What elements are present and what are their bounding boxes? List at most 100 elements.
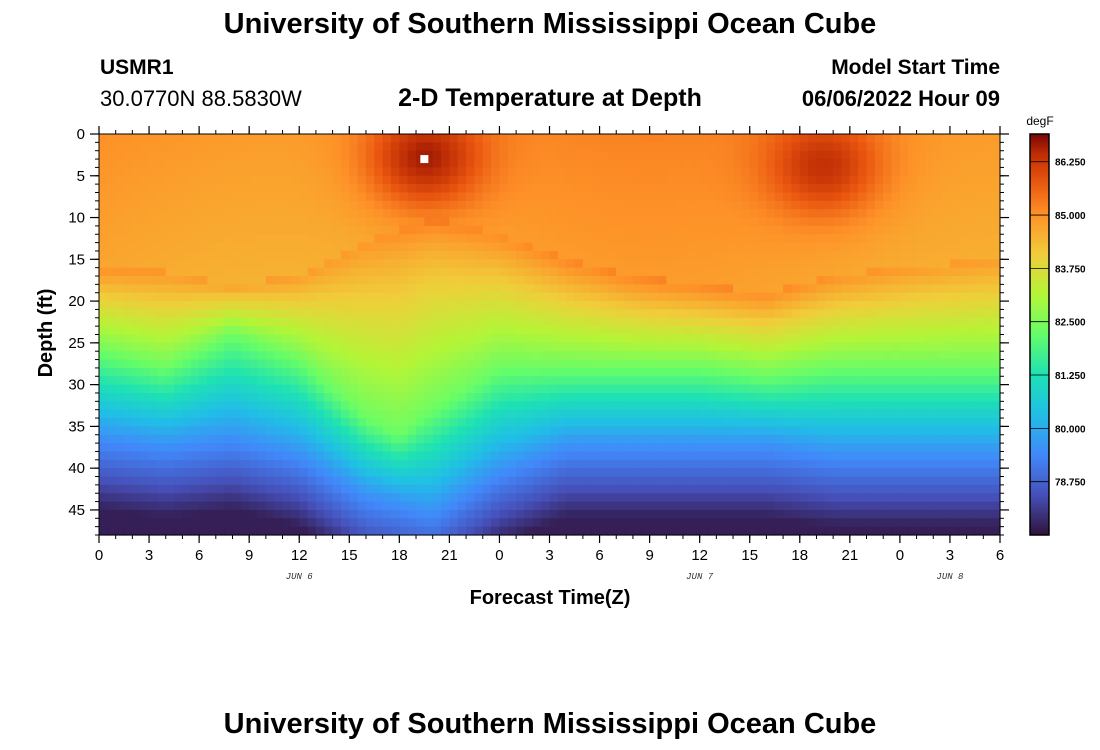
heatmap-cell [207,509,217,519]
heatmap-cell [599,426,609,436]
heatmap-cell [849,376,859,386]
heatmap-cell [324,167,334,177]
heatmap-cell [607,309,617,319]
heatmap-cell [157,209,167,219]
heatmap-cell [449,259,459,269]
heatmap-cell [899,167,909,177]
heatmap-cell [407,167,417,177]
heatmap-cell [749,367,759,377]
heatmap-cell [641,326,651,336]
heatmap-cell [165,284,175,294]
heatmap-cell [516,384,526,394]
heatmap-cell [666,242,676,252]
heatmap-cell [733,484,742,494]
heatmap-cell [282,301,292,311]
heatmap-cell [491,351,501,361]
heatmap-cell [699,142,709,152]
heatmap-cell [733,459,742,469]
heatmap-cell [207,409,217,419]
heatmap-cell [399,384,409,394]
heatmap-cell [808,326,818,336]
heatmap-cell [791,134,801,143]
heatmap-cell [891,242,901,252]
heatmap-cell [549,134,559,143]
heatmap-cell [774,175,784,185]
heatmap-cell [165,501,175,511]
heatmap-cell [499,317,509,327]
heatmap-cell [466,509,476,519]
heatmap-cell [224,459,234,469]
heatmap-cell [399,484,409,494]
heatmap-cell [666,184,676,194]
heatmap-cell [866,167,876,177]
heatmap-cell [282,509,292,519]
heatmap-cell [307,309,317,319]
heatmap-cell [899,418,909,427]
heatmap-cell [524,409,534,419]
heatmap-cell [532,276,542,285]
heatmap-cell [324,159,334,169]
heatmap-cell [390,459,400,469]
heatmap-cell [908,134,918,143]
heatmap-cell [941,225,951,235]
heatmap-cell [307,301,317,311]
heatmap-cell [649,292,659,302]
heatmap-cell [899,459,909,469]
heatmap-cell [783,359,793,369]
heatmap-cell [791,518,801,528]
heatmap-cell [324,225,334,235]
heatmap-cell [232,451,242,461]
heatmap-cell [474,418,484,427]
heatmap-cell [332,159,342,169]
heatmap-cell [733,493,742,503]
heatmap-cell [883,434,893,444]
heatmap-cell [758,367,768,377]
heatmap-cell [816,476,826,486]
heatmap-cell [874,150,884,160]
heatmap-cell [340,184,350,194]
heatmap-cell [682,200,692,210]
heatmap-cell [491,501,501,511]
heatmap-cell [416,159,425,169]
heatmap-cell [958,317,968,327]
heatmap-cell [891,459,901,469]
heatmap-cell [557,367,567,377]
heatmap-cell [232,459,242,469]
heatmap-cell [290,359,300,369]
heatmap-cell [716,376,726,386]
heatmap-cell [941,326,951,336]
heatmap-cell [532,292,542,302]
heatmap-cell [874,509,884,519]
heatmap-cell [499,418,509,427]
heatmap-cell [691,284,701,294]
heatmap-cell [332,250,342,260]
heatmap-cell [616,476,626,486]
heatmap-cell [883,509,893,519]
heatmap-cell [390,292,400,302]
heatmap-cell [290,142,300,152]
heatmap-cell [774,476,784,486]
heatmap-cell [290,401,300,411]
heatmap-cell [416,451,425,461]
heatmap-cell [824,451,834,461]
heatmap-cell [607,159,617,169]
heatmap-cell [924,317,934,327]
heatmap-cell [99,468,108,478]
heatmap-cell [724,342,734,352]
heatmap-cell [407,142,417,152]
heatmap-cell [841,259,851,269]
heatmap-cell [257,384,267,394]
heatmap-cell [791,501,801,511]
heatmap-cell [666,509,676,519]
heatmap-cell [657,150,667,160]
heatmap-cell [390,217,400,227]
heatmap-cell [724,493,734,503]
heatmap-cell [432,317,442,327]
heatmap-cell [741,392,751,402]
heatmap-cell [666,301,676,311]
heatmap-cell [140,225,150,235]
heatmap-cell [457,326,467,336]
heatmap-cell [949,317,959,327]
heatmap-cell [891,150,901,160]
heatmap-cell [407,159,417,169]
